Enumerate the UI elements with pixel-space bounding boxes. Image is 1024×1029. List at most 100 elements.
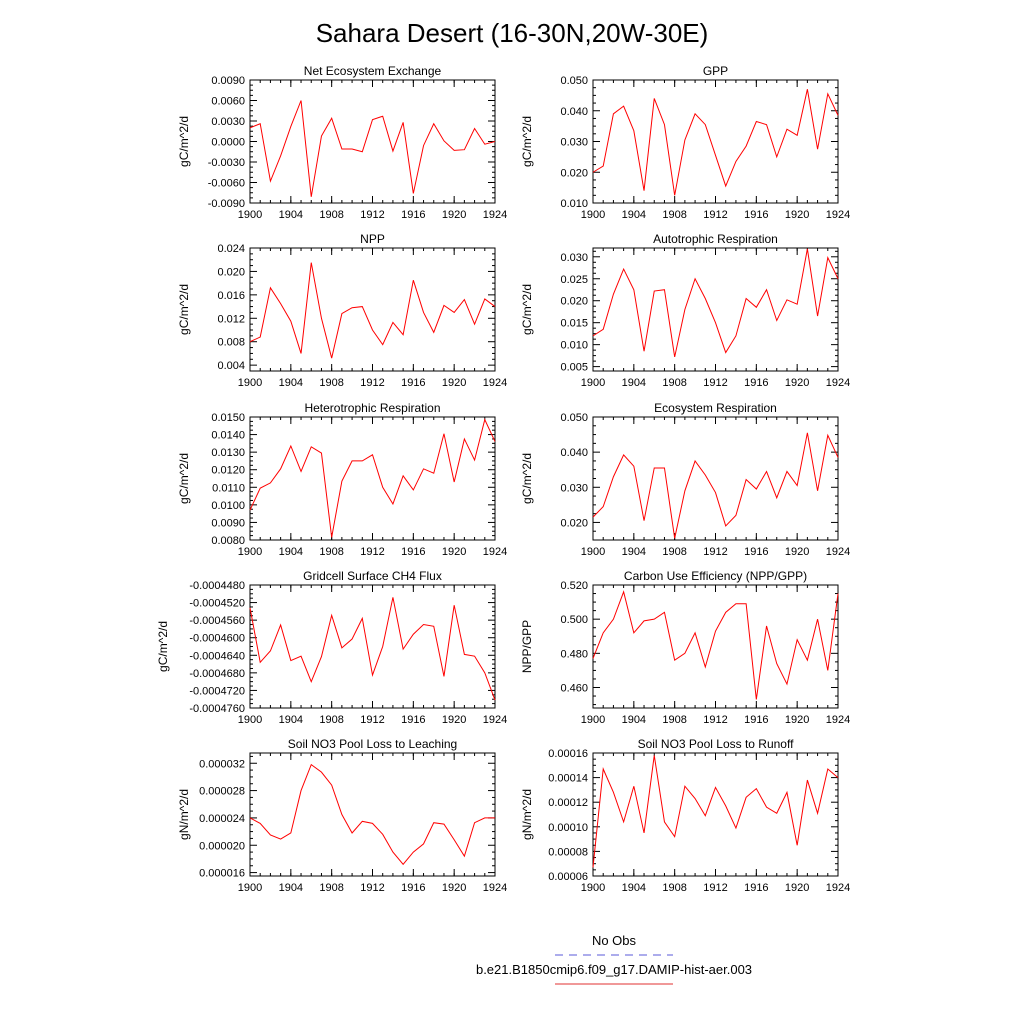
x-tick-label: 1908 bbox=[319, 377, 343, 389]
x-tick-label: 1920 bbox=[442, 377, 466, 389]
plot-frame bbox=[249, 416, 496, 541]
y-tick-label: -0.0060 bbox=[208, 178, 245, 190]
panel-title: GPP bbox=[703, 64, 728, 78]
y-axis-label: gN/m^2/d bbox=[177, 789, 191, 840]
x-tick-label: 1920 bbox=[785, 882, 809, 894]
x-tick-label: 1912 bbox=[703, 377, 727, 389]
x-tick-label: 1900 bbox=[238, 377, 262, 389]
x-tick-label: 1904 bbox=[279, 546, 303, 558]
x-tick-label: 1920 bbox=[785, 546, 809, 558]
panel-title: Net Ecosystem Exchange bbox=[304, 64, 442, 78]
plot-frame bbox=[249, 752, 496, 877]
x-tick-label: 1912 bbox=[360, 546, 384, 558]
series-line bbox=[249, 418, 496, 538]
y-tick-label: 0.00006 bbox=[548, 871, 588, 883]
x-tick-label: 1916 bbox=[744, 882, 768, 894]
panel-autotrophic-respiration: Autotrophic Respiration gC/m^2/d 1900 1904 1… bbox=[520, 232, 850, 389]
plot-frame bbox=[592, 416, 839, 541]
y-tick-label: 0.020 bbox=[217, 266, 245, 278]
x-tick-label: 1904 bbox=[622, 377, 646, 389]
y-tick-label: 0.050 bbox=[560, 412, 588, 424]
y-axis-label: NPP/GPP bbox=[520, 620, 534, 673]
y-tick-label: 0.0120 bbox=[211, 465, 245, 477]
x-tick-label: 1908 bbox=[319, 714, 343, 726]
series-line bbox=[592, 89, 839, 196]
panel-title: Gridcell Surface CH4 Flux bbox=[303, 569, 442, 583]
series-line bbox=[249, 100, 496, 197]
x-tick-label: 1916 bbox=[401, 377, 425, 389]
series-line bbox=[249, 597, 496, 701]
x-tick-label: 1924 bbox=[826, 546, 850, 558]
panel-ecosystem-respiration: Ecosystem Respiration gC/m^2/d 1900 1904 190… bbox=[520, 401, 850, 558]
panel-title: Autotrophic Respiration bbox=[653, 232, 778, 246]
y-tick-label: 0.005 bbox=[560, 362, 588, 374]
x-tick-label: 1900 bbox=[238, 546, 262, 558]
series-line bbox=[592, 432, 839, 539]
y-axis-label: gN/m^2/d bbox=[520, 789, 534, 840]
panel-heterotrophic-respiration: Heterotrophic Respiration gC/m^2/d 1900 190… bbox=[177, 401, 507, 558]
y-tick-label: 0.520 bbox=[560, 580, 588, 592]
x-tick-label: 1920 bbox=[442, 209, 466, 221]
y-tick-label: -0.0090 bbox=[208, 198, 245, 210]
x-tick-label: 1908 bbox=[662, 882, 686, 894]
x-tick-label: 1912 bbox=[360, 714, 384, 726]
x-tick-label: 1908 bbox=[662, 209, 686, 221]
x-tick-label: 1920 bbox=[442, 882, 466, 894]
x-tick-label: 1904 bbox=[622, 546, 646, 558]
y-tick-label: 0.030 bbox=[560, 252, 588, 264]
panel-soil-no3-pool-loss-to-leaching: Soil NO3 Pool Loss to Leaching gN/m^2/d 19… bbox=[177, 737, 507, 894]
y-tick-label: 0.000020 bbox=[199, 840, 245, 852]
panel-net-ecosystem-exchange: Net Ecosystem Exchange gC/m^2/d 1900 1904 19… bbox=[177, 64, 507, 221]
x-tick-label: 1900 bbox=[581, 714, 605, 726]
y-tick-label: -0.0004520 bbox=[189, 598, 245, 610]
x-tick-label: 1904 bbox=[622, 209, 646, 221]
y-tick-label: 0.010 bbox=[560, 198, 588, 210]
panel-title: Ecosystem Respiration bbox=[654, 401, 777, 415]
y-tick-label: 0.0080 bbox=[211, 535, 245, 547]
plot-frame bbox=[592, 752, 839, 877]
x-tick-label: 1908 bbox=[662, 546, 686, 558]
x-tick-label: 1916 bbox=[401, 546, 425, 558]
y-tick-label: -0.0004720 bbox=[189, 685, 245, 697]
y-tick-label: 0.016 bbox=[217, 290, 245, 302]
x-tick-label: 1912 bbox=[703, 714, 727, 726]
x-tick-label: 1916 bbox=[401, 209, 425, 221]
x-tick-label: 1924 bbox=[826, 209, 850, 221]
x-tick-label: 1908 bbox=[319, 882, 343, 894]
y-tick-label: 0.460 bbox=[560, 683, 588, 695]
panel-npp: NPP gC/m^2/d 1900 1904 1908 1912 1916 1920 1924 0… bbox=[177, 232, 507, 389]
y-tick-label: 0.0090 bbox=[211, 517, 245, 529]
x-tick-label: 1912 bbox=[703, 546, 727, 558]
x-tick-label: 1924 bbox=[826, 714, 850, 726]
x-tick-label: 1920 bbox=[785, 209, 809, 221]
y-tick-label: -0.0004560 bbox=[189, 615, 245, 627]
panel-gridcell-surface-ch4-flux: Gridcell Surface CH4 Flux gC/m^2/d 1900 190… bbox=[156, 569, 507, 726]
y-axis-label: gC/m^2/d bbox=[520, 453, 534, 504]
x-tick-label: 1900 bbox=[238, 714, 262, 726]
series-line bbox=[592, 755, 839, 868]
series-line bbox=[592, 590, 839, 700]
x-tick-label: 1916 bbox=[744, 714, 768, 726]
x-tick-label: 1912 bbox=[703, 209, 727, 221]
y-tick-label: 0.000032 bbox=[199, 758, 245, 770]
x-tick-label: 1900 bbox=[581, 209, 605, 221]
x-tick-label: 1916 bbox=[401, 714, 425, 726]
x-tick-label: 1924 bbox=[483, 546, 507, 558]
y-tick-label: 0.040 bbox=[560, 447, 588, 459]
series-line bbox=[249, 763, 495, 866]
x-tick-label: 1924 bbox=[483, 714, 507, 726]
x-tick-label: 1904 bbox=[622, 882, 646, 894]
x-tick-label: 1900 bbox=[238, 209, 262, 221]
y-axis-label: gC/m^2/d bbox=[177, 284, 191, 335]
x-tick-label: 1924 bbox=[826, 882, 850, 894]
y-tick-label: 0.0130 bbox=[211, 447, 245, 459]
panel-gpp: GPP gC/m^2/d 1900 1904 1908 1912 1916 1920 1924 0… bbox=[520, 64, 850, 221]
y-tick-label: -0.0004480 bbox=[189, 580, 245, 592]
y-tick-label: 0.040 bbox=[560, 106, 588, 118]
y-tick-label: 0.0000 bbox=[211, 137, 245, 149]
y-tick-label: 0.050 bbox=[560, 75, 588, 87]
y-tick-label: 0.500 bbox=[560, 614, 588, 626]
y-tick-label: 0.012 bbox=[217, 313, 245, 325]
x-tick-label: 1920 bbox=[785, 377, 809, 389]
